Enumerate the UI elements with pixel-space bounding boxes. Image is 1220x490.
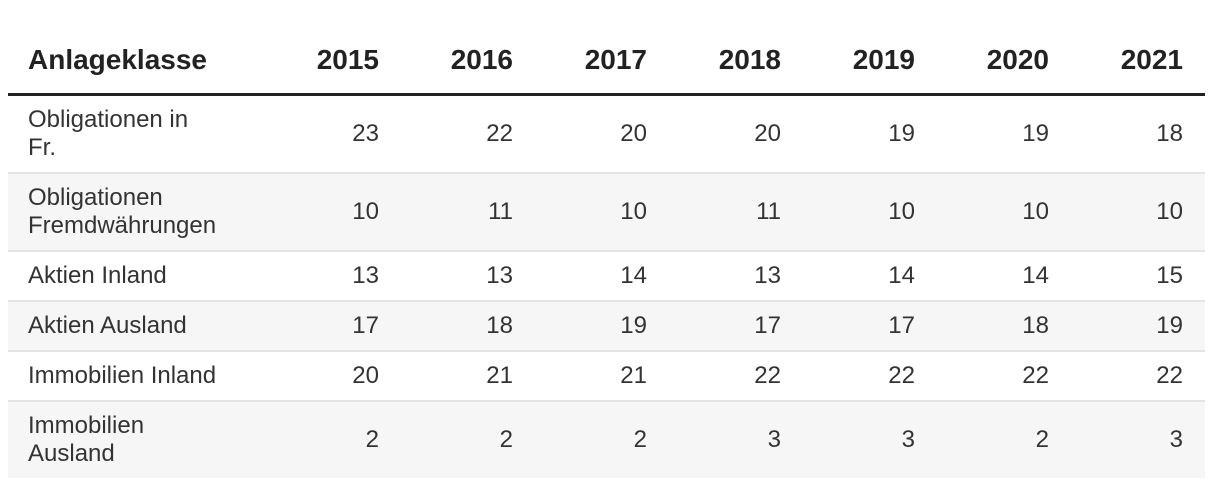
value-cell: 13	[401, 250, 535, 301]
value-cell: 3	[803, 400, 937, 478]
allocation-table: Anlageklasse 2015 2016 2017 2018 2019 2020 202…	[8, 0, 1205, 478]
value-cell: 22	[803, 350, 937, 401]
value-cell: 2	[267, 400, 401, 478]
value-cell: 20	[754, 120, 781, 147]
value-cell: 22	[486, 120, 513, 147]
value-cell: 11	[669, 172, 803, 251]
table-header-row: Anlageklasse 2015 2016 2017 2018 2019 2020 202…	[8, 0, 1205, 96]
table-row: Obligationen Fremdwährungen 10 11 10 11 10 10…	[8, 172, 1205, 251]
value-cell: 11	[401, 172, 535, 251]
value-cell: 10	[803, 172, 937, 251]
value-cell: 15	[1071, 250, 1205, 301]
row-label-cell: Immobilien Inland	[8, 350, 267, 401]
table-row: Obligationen in Fr. 23 22 20 20 19 19 18	[8, 95, 1205, 174]
column-header-year: 2020	[937, 0, 1071, 96]
value-cell: 10	[535, 172, 669, 251]
column-header-year: 2016	[401, 0, 535, 96]
table-row: Aktien Ausland 17 18 19 17 17 18 19	[8, 300, 1205, 351]
column-header-year: 2017	[535, 0, 669, 96]
row-label-cell: Immobilien Ausland	[8, 400, 267, 478]
table-body: Obligationen in Fr. 23 22 20 20 19 19 18 Oblig…	[8, 95, 1205, 478]
row-label-cell: Aktien Ausland	[8, 300, 267, 351]
table-row: Aktien Inland 13 13 14 13 14 14 15	[8, 250, 1205, 301]
value-cell: 10	[1071, 172, 1205, 251]
value-cell: 3	[669, 400, 803, 478]
value-cell: 2	[401, 400, 535, 478]
column-header-year: 2015	[267, 0, 401, 96]
value-cell: 17	[669, 300, 803, 351]
value-cell: 13	[267, 250, 401, 301]
row-label-cell: Obligationen in Fr.	[28, 106, 189, 161]
value-cell: 22	[669, 350, 803, 401]
value-cell: 2	[535, 400, 669, 478]
value-cell: 10	[267, 172, 401, 251]
row-label-cell: Aktien Inland	[8, 250, 267, 301]
value-cell: 20	[267, 350, 401, 401]
value-cell: 2	[937, 400, 1071, 478]
value-cell: 10	[937, 172, 1071, 251]
value-cell: 18	[401, 300, 535, 351]
value-cell: 21	[535, 350, 669, 401]
column-header-year: 2021	[1071, 0, 1205, 96]
value-cell: 3	[1071, 400, 1205, 478]
value-cell: 23	[352, 120, 379, 147]
value-cell: 14	[535, 250, 669, 301]
value-cell: 18	[1156, 120, 1183, 147]
row-label-cell: Obligationen Fremdwährungen	[8, 172, 267, 251]
value-cell: 17	[803, 300, 937, 351]
value-cell: 14	[803, 250, 937, 301]
value-cell: 19	[1022, 120, 1049, 147]
value-cell: 20	[620, 120, 647, 147]
value-cell: 22	[937, 350, 1071, 401]
value-cell: 19	[1071, 300, 1205, 351]
value-cell: 21	[401, 350, 535, 401]
column-header-year: 2019	[803, 0, 937, 96]
value-cell: 22	[1071, 350, 1205, 401]
value-cell: 17	[267, 300, 401, 351]
column-header-anlageklasse: Anlageklasse	[8, 0, 267, 96]
value-cell: 19	[888, 120, 915, 147]
value-cell: 19	[535, 300, 669, 351]
column-header-year: 2018	[669, 0, 803, 96]
value-cell: 18	[937, 300, 1071, 351]
value-cell: 13	[669, 250, 803, 301]
value-cell: 14	[937, 250, 1071, 301]
table-row: Immobilien Inland 20 21 21 22 22 22 22	[8, 350, 1205, 401]
